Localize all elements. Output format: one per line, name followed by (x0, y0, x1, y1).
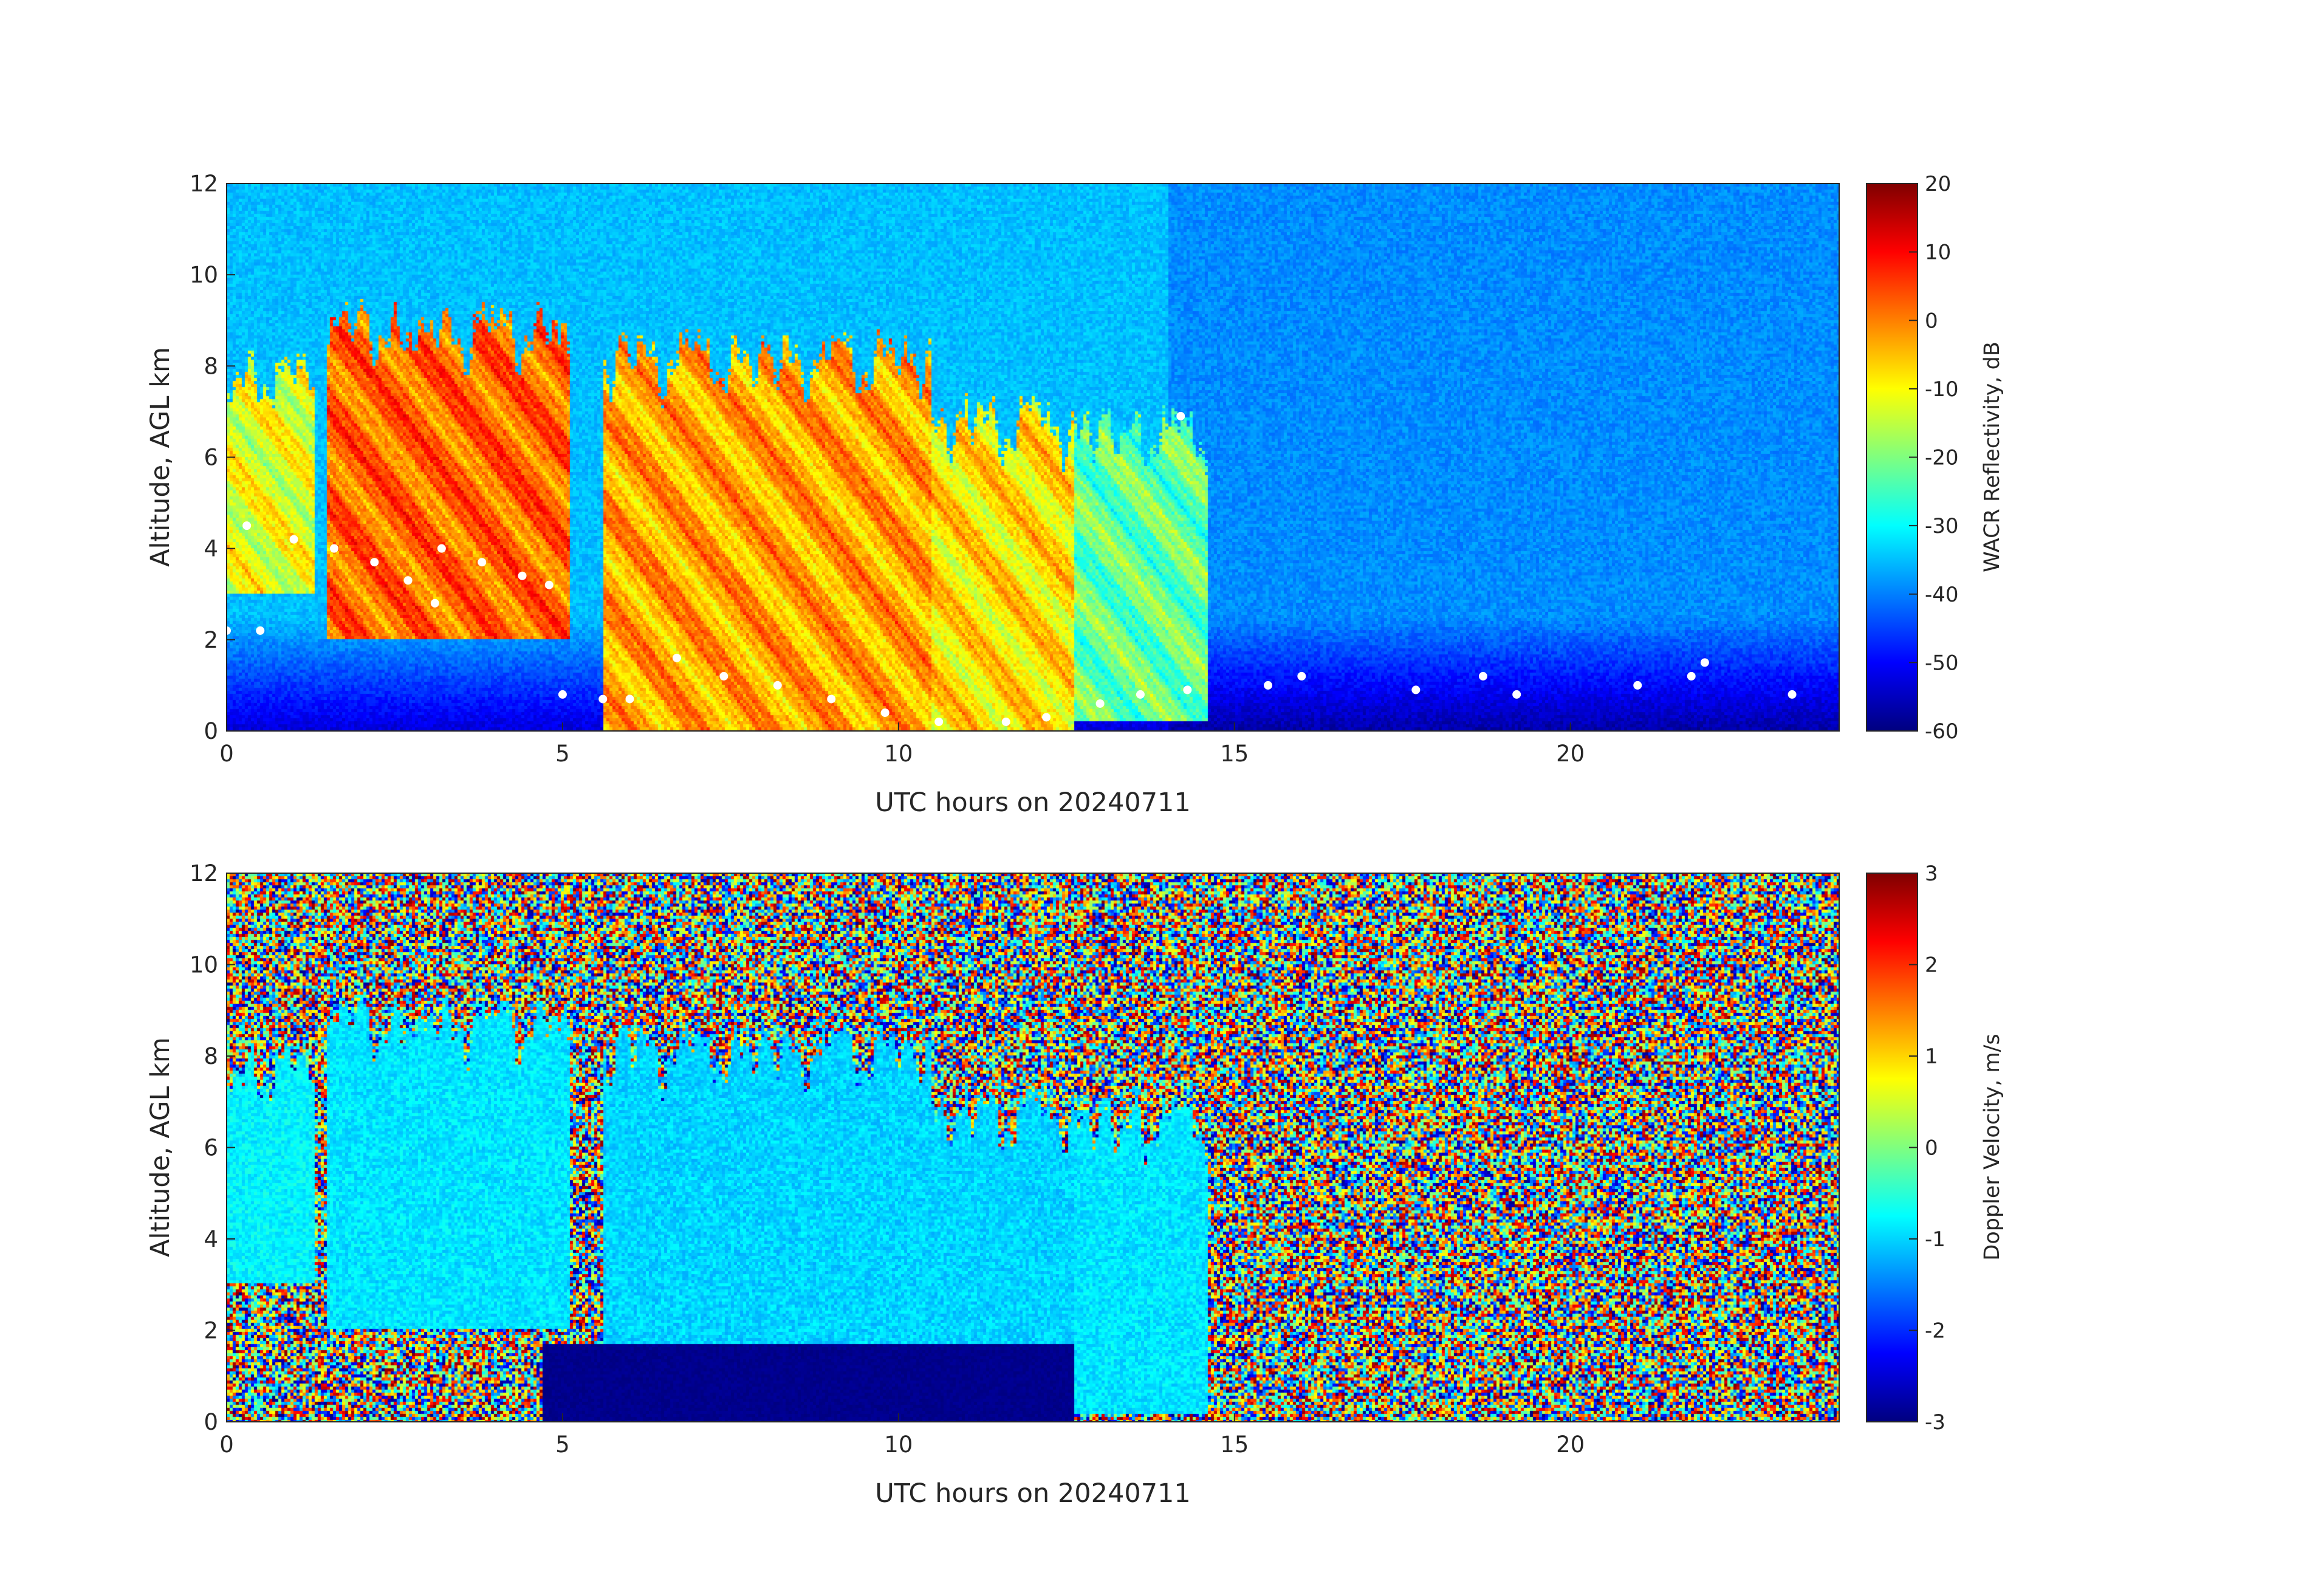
cloud-base-point (1001, 717, 1010, 726)
cloud-base-point (478, 558, 487, 567)
cloud-base-point (1700, 658, 1709, 667)
y-tick-label: 2 (204, 1318, 218, 1344)
y-axis-label: Altitude, AGL km (145, 1037, 176, 1257)
x-tick-label: 0 (219, 1432, 234, 1458)
velocity-panel: UTC hours on 20240711 Altitude, AGL km 0… (145, 860, 2004, 1509)
cloud-base-point (1136, 690, 1145, 699)
colorbar-ticks: 20 10 0 -10 -20 -30 -40 -50 -60 (1909, 172, 1959, 744)
colorbar-tick-label: 10 (1925, 241, 1951, 265)
colorbar-tick-label: -40 (1925, 583, 1959, 607)
cloud-base-point (880, 708, 889, 717)
y-tick-label: 0 (204, 1409, 218, 1435)
x-tick-label: 5 (555, 741, 570, 767)
velocity-axes: UTC hours on 20240711 Altitude, AGL km 0… (145, 860, 1585, 1509)
colorbar-tick-label: 0 (1925, 309, 1938, 333)
cloud-base-point (598, 695, 608, 704)
velocity-colorbar: 3 2 1 0 -1 -2 -3 Doppler Velocity, m/s (1866, 862, 2004, 1435)
y-tick-label: 12 (190, 171, 218, 197)
x-tick-label: 10 (884, 1432, 913, 1458)
colorbar-tick-label: -10 (1925, 377, 1959, 402)
colorbar-ticks: 3 2 1 0 -1 -2 -3 (1909, 862, 1945, 1435)
x-tick-label: 20 (1556, 741, 1585, 767)
colorbar-tick-label: -30 (1925, 514, 1959, 538)
y-tick-label: 2 (204, 627, 218, 653)
x-tick-label: 15 (1220, 1432, 1249, 1458)
cloud-base-markers (222, 411, 1797, 726)
colorbar-tick-label: -50 (1925, 651, 1959, 675)
colorbar-tick-label: -1 (1925, 1227, 1945, 1252)
x-tick-label: 20 (1556, 1432, 1585, 1458)
velocity-heatmap (227, 873, 1839, 1422)
colorbar-tick-label: -60 (1925, 719, 1959, 744)
y-tick-label: 6 (204, 445, 218, 471)
x-tick-label: 10 (884, 741, 913, 767)
colorbar-tick-label: 0 (1925, 1136, 1938, 1161)
cloud-base-point (329, 544, 338, 553)
y-tick-label: 10 (190, 262, 218, 288)
velocity-plot-area (226, 873, 1840, 1422)
colorbar-tick-label: -20 (1925, 446, 1959, 470)
cloud-base-point (430, 599, 439, 608)
reflectivity-plot-area (222, 183, 1840, 732)
cloud-base-point (1095, 699, 1105, 708)
cloud-base-point (672, 653, 681, 662)
colorbar-tick-label: 20 (1925, 172, 1951, 196)
x-tick-label: 5 (555, 1432, 570, 1458)
cloud-base-point (1633, 681, 1642, 690)
y-tick-label: 4 (204, 536, 218, 562)
cloud-base-point (1042, 713, 1051, 722)
x-axis-label: UTC hours on 20240711 (875, 787, 1191, 818)
reflectivity-heatmap (227, 184, 1839, 731)
cloud-base-point (558, 690, 567, 699)
cloud-base-point (518, 571, 527, 580)
colorbar-tick-label: 3 (1925, 862, 1938, 886)
cloud-base-point (1264, 681, 1273, 690)
reflectivity-panel: UTC hours on 20240711 Altitude, AGL km 0… (145, 171, 2004, 818)
y-tick-label: 8 (204, 353, 218, 379)
cloud-base-point (1512, 690, 1521, 699)
x-tick-label: 15 (1220, 741, 1249, 767)
cloud-base-point (827, 695, 836, 704)
cloud-base-point (1297, 671, 1306, 681)
colorbar-label: WACR Reflectivity, dB (1980, 341, 2004, 572)
y-tick-label: 4 (204, 1226, 218, 1252)
colorbar-label: Doppler Velocity, m/s (1980, 1034, 2004, 1260)
cloud-base-point (437, 544, 446, 553)
y-tick-label: 0 (204, 718, 218, 744)
cloud-base-point (1176, 411, 1185, 420)
colorbar-tick-label: 2 (1925, 953, 1938, 978)
y-axis-label: Altitude, AGL km (145, 347, 176, 567)
colorbar-tick-label: -3 (1925, 1410, 1945, 1435)
x-tick-label: 0 (219, 741, 234, 767)
cloud-base-point (403, 576, 413, 585)
cloud-base-point (544, 580, 554, 589)
reflectivity-axes: UTC hours on 20240711 Altitude, AGL km 0… (145, 171, 1585, 818)
cloud-base-point (1183, 685, 1192, 695)
colorbar-tick-label: -2 (1925, 1319, 1945, 1343)
y-tick-label: 8 (204, 1043, 218, 1069)
cloud-base-point (242, 521, 252, 530)
cloud-base-point (289, 535, 298, 544)
cloud-base-point (1788, 690, 1797, 699)
cloud-base-point (773, 681, 782, 690)
cloud-base-point (1687, 671, 1696, 681)
cloud-base-point (1411, 685, 1421, 695)
cloud-base-point (256, 626, 265, 635)
cloud-base-point (719, 671, 728, 681)
cloud-base-point (625, 695, 634, 704)
x-axis-label: UTC hours on 20240711 (875, 1478, 1191, 1509)
y-tick-label: 6 (204, 1135, 218, 1161)
cloud-base-point (370, 558, 379, 567)
y-tick-label: 12 (190, 860, 218, 887)
cloud-base-point (1478, 671, 1487, 681)
cloud-base-point (934, 717, 944, 726)
colorbar-tick-label: 1 (1925, 1044, 1938, 1069)
reflectivity-colorbar: 20 10 0 -10 -20 -30 -40 -50 -60 WACR Reflectivit… (1866, 172, 2004, 744)
y-tick-label: 10 (190, 952, 218, 978)
